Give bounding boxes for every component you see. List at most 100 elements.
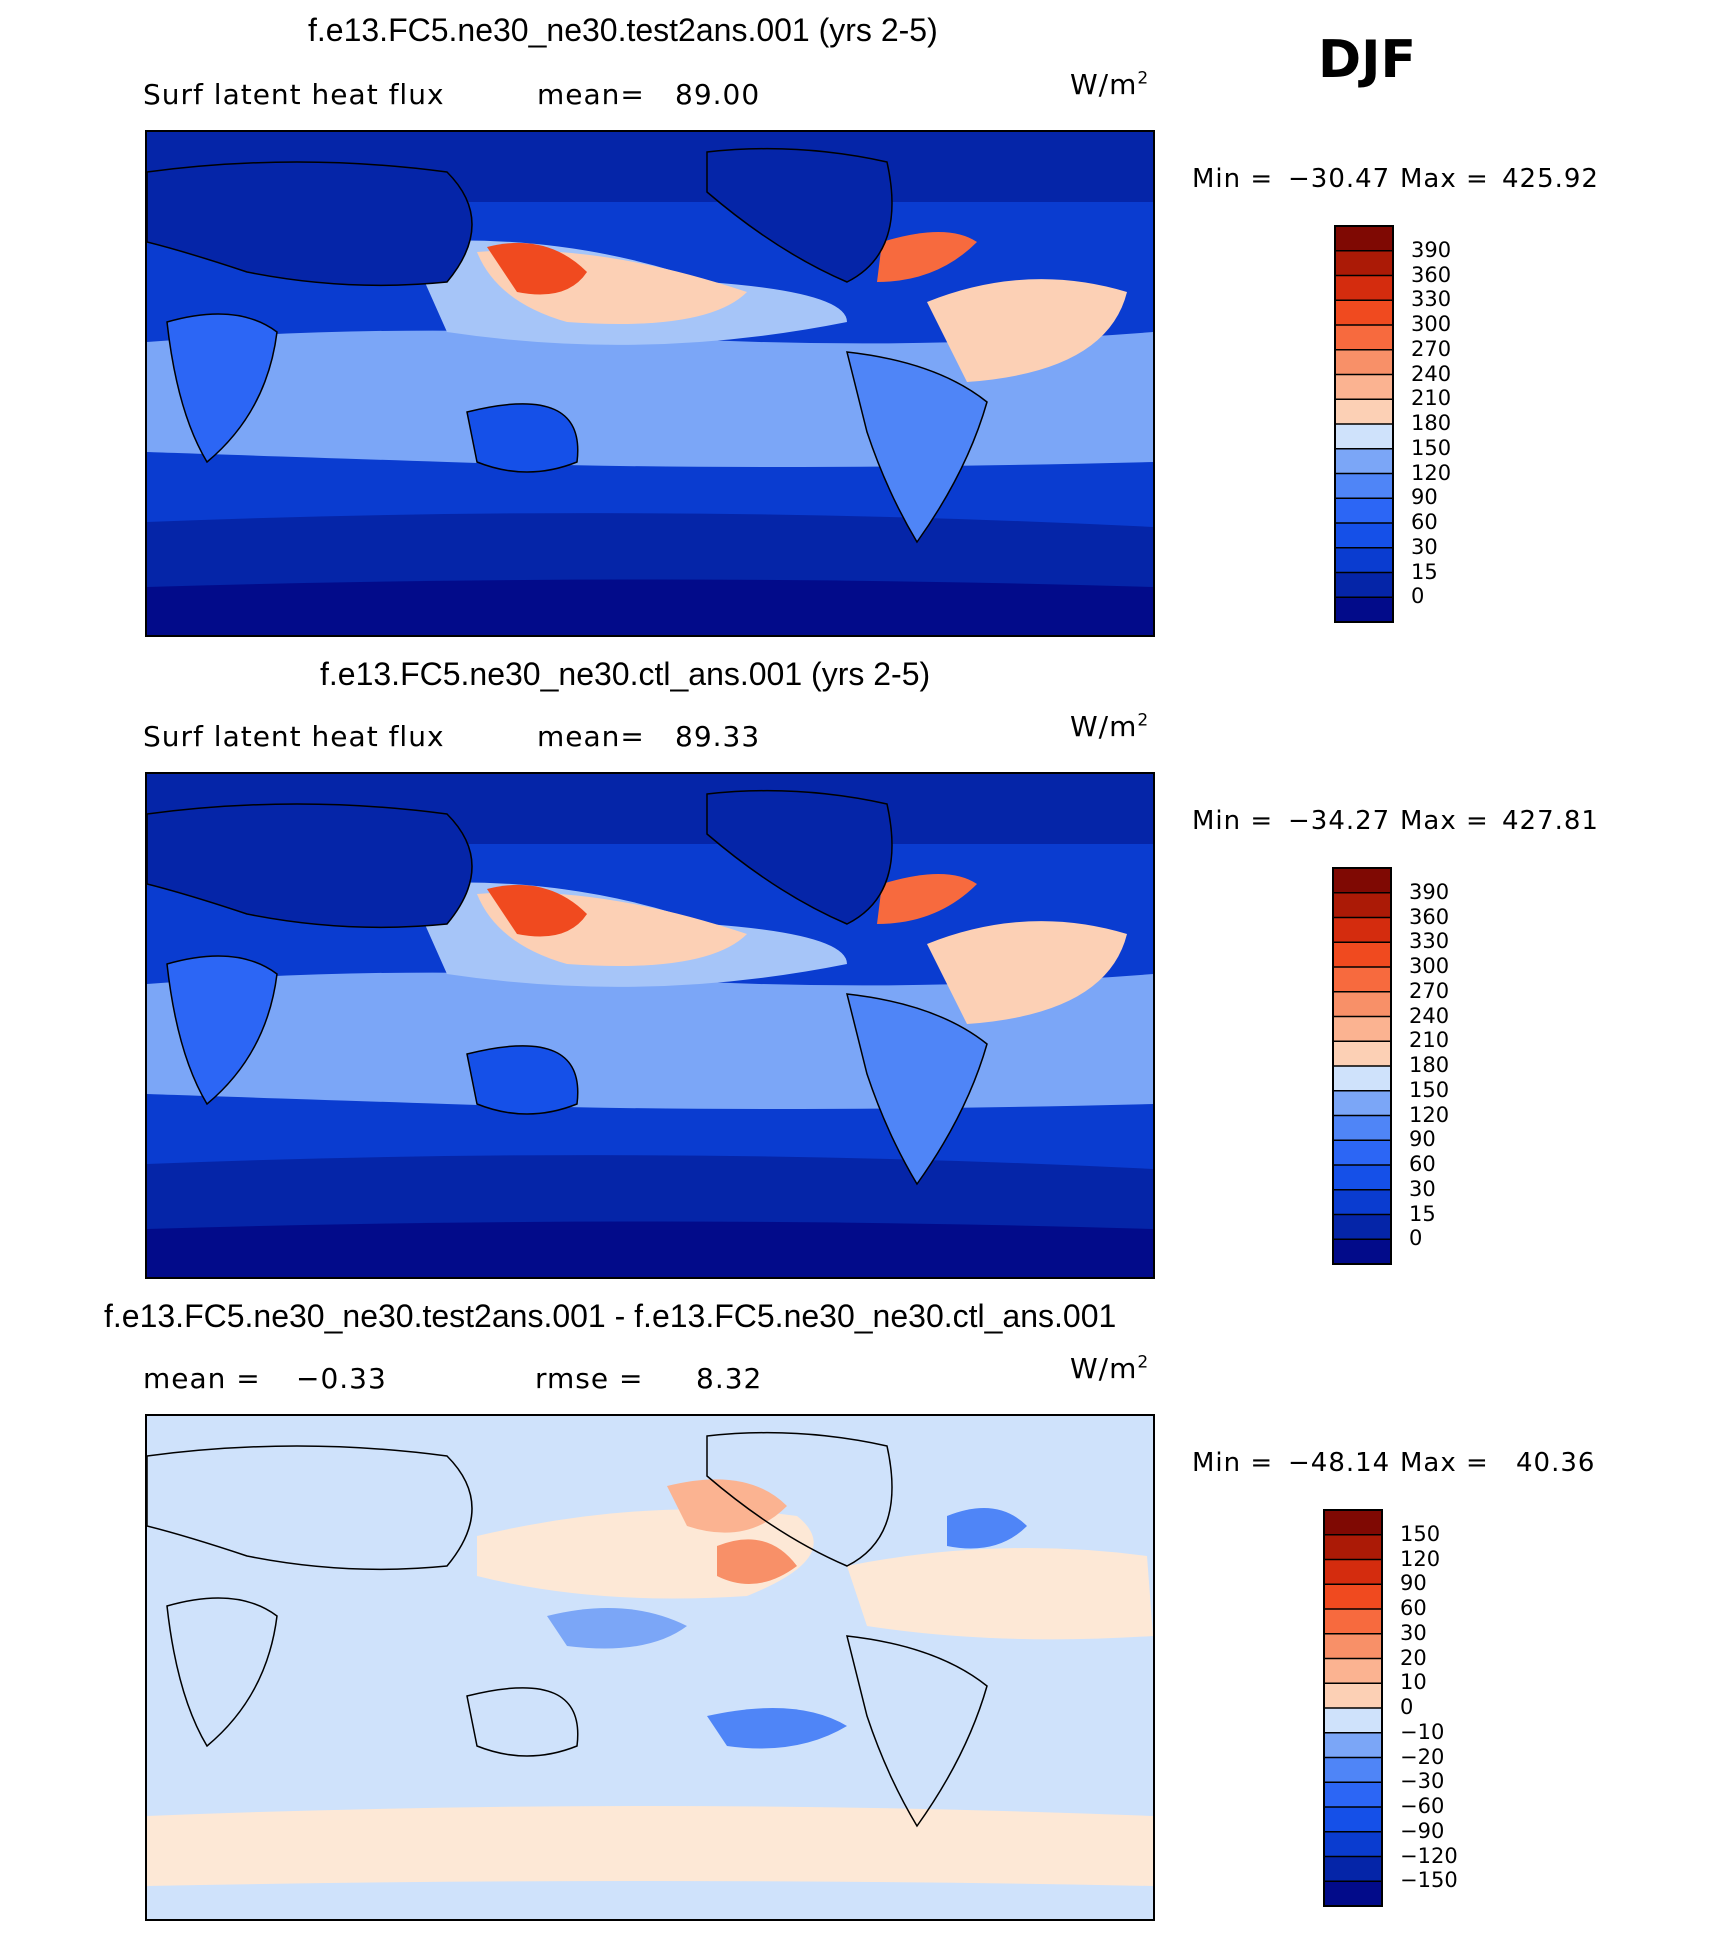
colorbar-bin [1333, 868, 1391, 894]
colorbar-bin [1335, 325, 1393, 351]
colorbar-level-label: −60 [1400, 1794, 1445, 1818]
panel1-mean-value: 89.00 [675, 78, 761, 111]
colorbar-bin [1333, 1214, 1391, 1240]
colorbar-bin [1324, 1807, 1382, 1833]
colorbar-level-label: 150 [1411, 435, 1452, 460]
colorbar-bin [1335, 572, 1393, 598]
panel2-mean-label: mean= [537, 720, 645, 753]
colorbar-level-label: 270 [1409, 978, 1450, 1003]
colorbar-level-label: 150 [1409, 1077, 1450, 1102]
colorbar-bin [1335, 275, 1393, 301]
colorbar-bin [1333, 1016, 1391, 1042]
colorbar-level-label: −150 [1400, 1868, 1458, 1893]
panel1-max-label: Max = [1400, 164, 1489, 194]
colorbar-bin [1324, 1633, 1382, 1659]
panel2-units: W/m2 [1070, 710, 1150, 743]
panel3-min-label: Min = [1192, 1448, 1274, 1478]
colorbar-bin [1324, 1708, 1382, 1734]
colorbar-bin [1333, 1165, 1391, 1191]
colorbar-level-label: −30 [1400, 1769, 1445, 1794]
panel1-units: W/m2 [1070, 68, 1150, 101]
panel3-max-label: Max = [1400, 1448, 1489, 1478]
colorbar-bin [1324, 1584, 1382, 1610]
panel3-map [145, 1414, 1155, 1921]
panel2-colorbar [1331, 866, 1395, 1268]
colorbar-level-label: 360 [1409, 904, 1450, 929]
colorbar-bin [1335, 473, 1393, 499]
colorbar-bin [1333, 1239, 1391, 1265]
colorbar-level-label: 90 [1411, 485, 1438, 510]
colorbar-level-label: 30 [1411, 534, 1438, 559]
colorbar-level-label: 330 [1409, 929, 1450, 954]
panel3-rmse-value: 8.32 [696, 1362, 763, 1395]
colorbar-level-label: 90 [1409, 1127, 1436, 1152]
colorbar-level-label: 120 [1409, 1102, 1450, 1127]
colorbar-bin [1333, 1041, 1391, 1067]
panel2-max-label: Max = [1400, 806, 1489, 836]
colorbar-level-label: 120 [1411, 460, 1452, 485]
panel3-mean-value: −0.33 [296, 1362, 387, 1395]
panel1-min-value: −30.47 [1288, 164, 1391, 194]
colorbar-bin [1335, 374, 1393, 400]
colorbar-bin [1333, 967, 1391, 993]
colorbar-bin [1335, 448, 1393, 474]
colorbar-bin [1333, 1115, 1391, 1141]
colorbar-level-label: −10 [1400, 1719, 1445, 1744]
colorbar-bin [1324, 1757, 1382, 1783]
panel1-colorbar [1333, 224, 1397, 626]
colorbar-level-label: 180 [1411, 411, 1452, 435]
colorbar-level-label: 120 [1400, 1546, 1441, 1571]
colorbar-bin [1335, 547, 1393, 573]
panel1-variable: Surf latent heat flux [143, 78, 445, 111]
colorbar-bin [1333, 1189, 1391, 1215]
panel2-mean-value: 89.33 [675, 720, 761, 753]
colorbar-bin [1324, 1510, 1382, 1536]
panel2-min-label: Min = [1192, 806, 1274, 836]
colorbar-bin [1335, 300, 1393, 326]
colorbar-bin [1333, 892, 1391, 918]
colorbar-bin [1335, 399, 1393, 425]
colorbar-level-label: 15 [1409, 1201, 1436, 1226]
colorbar-level-label: 0 [1400, 1695, 1414, 1719]
colorbar-level-label: 180 [1409, 1053, 1450, 1077]
panel3-min-value: −48.14 [1288, 1448, 1391, 1478]
panel1-map [145, 130, 1155, 637]
panel3-title: f.e13.FC5.ne30_ne30.test2ans.001 - f.e13… [104, 1298, 1117, 1334]
colorbar-bin [1324, 1856, 1382, 1882]
panel3-rmse-label: rmse = [535, 1362, 644, 1395]
colorbar-level-label: 210 [1409, 1028, 1450, 1053]
panel3-colorbar [1322, 1508, 1386, 1910]
panel3-max-value: 40.36 [1516, 1448, 1596, 1478]
panel2-map [145, 772, 1155, 1279]
colorbar-bin [1324, 1732, 1382, 1758]
colorbar-bin [1335, 523, 1393, 549]
colorbar-level-label: 270 [1411, 336, 1452, 361]
panel1-mean-label: mean= [537, 78, 645, 111]
colorbar-level-label: 0 [1411, 584, 1425, 609]
colorbar-level-label: 60 [1400, 1596, 1427, 1620]
panel1-title: f.e13.FC5.ne30_ne30.test2ans.001 (yrs 2-… [308, 12, 938, 48]
colorbar-bin [1324, 1831, 1382, 1857]
panel1-max-value: 425.92 [1502, 164, 1599, 194]
colorbar-level-label: 60 [1411, 510, 1438, 534]
colorbar-bin [1333, 1140, 1391, 1166]
colorbar-level-label: 150 [1400, 1521, 1441, 1546]
colorbar-level-label: 300 [1411, 312, 1452, 336]
panel2-variable: Surf latent heat flux [143, 720, 445, 753]
colorbar-level-label: 240 [1411, 361, 1452, 386]
colorbar-level-label: −90 [1400, 1818, 1445, 1843]
panel2-max-value: 427.81 [1502, 806, 1599, 836]
colorbar-level-label: 300 [1409, 954, 1450, 978]
panel1-min-label: Min = [1192, 164, 1274, 194]
colorbar-bin [1333, 917, 1391, 943]
panel3-units: W/m2 [1070, 1352, 1150, 1385]
colorbar-bin [1324, 1534, 1382, 1560]
colorbar-bin [1333, 991, 1391, 1017]
colorbar-bin [1335, 226, 1393, 252]
colorbar-bin [1333, 1090, 1391, 1116]
colorbar-level-label: 210 [1411, 386, 1452, 411]
colorbar-level-label: −20 [1400, 1744, 1445, 1769]
panel2-min-value: −34.27 [1288, 806, 1391, 836]
colorbar-bin [1324, 1782, 1382, 1808]
colorbar-level-label: 330 [1411, 287, 1452, 312]
